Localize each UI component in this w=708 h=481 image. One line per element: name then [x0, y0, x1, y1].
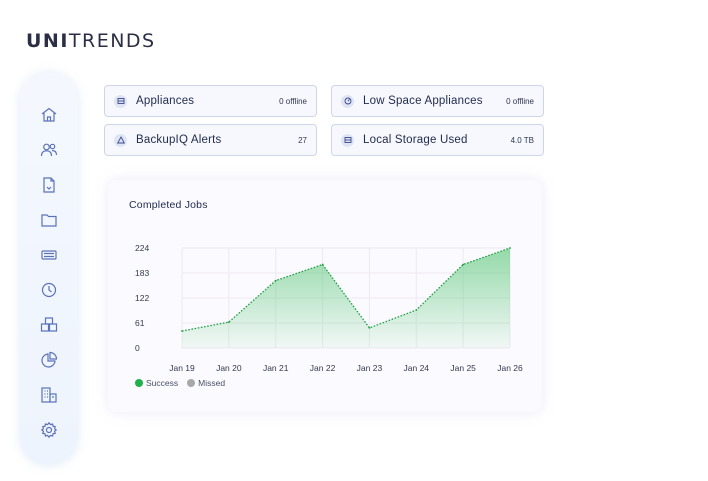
legend-missed[interactable]: Missed [187, 378, 225, 388]
sidebar-item-home[interactable] [37, 103, 61, 127]
sidebar-item-folders[interactable] [37, 208, 61, 232]
low-space-appliances-card[interactable]: Low Space Appliances 0 offline [331, 85, 544, 117]
local-storage-used-card[interactable]: Local Storage Used 4.0 TB [331, 124, 544, 156]
chart-legend: Success Missed [135, 378, 234, 388]
sidebar-item-schedule[interactable] [37, 278, 61, 302]
sidebar-item-appliances[interactable] [37, 243, 61, 267]
completed-jobs-chart: 224 183 122 61 0 Jan 19 Jan 20 Jan 21 Jan 22 Jan … [135, 243, 523, 373]
logo-rest-part: TRENDS [68, 30, 156, 52]
low-space-appliances-value: 0 offline [506, 96, 534, 106]
users-icon [40, 143, 58, 157]
legend-success-label: Success [146, 378, 179, 388]
chart-title: Completed Jobs [129, 199, 208, 211]
appliance-icon [41, 250, 57, 260]
legend-missed-label: Missed [198, 378, 226, 388]
legend-missed-dot [187, 379, 196, 387]
sidebar-item-inventory[interactable] [37, 313, 61, 337]
x-tick-label: Jan 24 [404, 363, 430, 373]
sidebar-item-users[interactable] [37, 138, 61, 162]
appliance-icon [114, 94, 127, 108]
appliances-value: 0 offline [279, 96, 307, 106]
y-tick-label: 224 [135, 243, 149, 253]
warning-icon [114, 133, 127, 147]
home-icon [41, 107, 57, 122]
local-storage-used-value: 4.0 TB [510, 135, 534, 145]
sidebar [20, 73, 78, 465]
success-point[interactable] [274, 279, 277, 282]
legend-success-dot [135, 379, 143, 387]
completed-jobs-panel: Completed Jobs 224 183 122 61 0 Jan 19 Jan 20 J… [108, 180, 542, 412]
y-tick-label: 61 [135, 318, 145, 328]
storage-icon [341, 133, 354, 147]
appliances-card[interactable]: Appliances 0 offline [104, 85, 317, 117]
x-tick-label: Jan 26 [497, 363, 523, 373]
success-area [182, 248, 510, 348]
success-line [181, 247, 511, 332]
boxes-icon [40, 317, 58, 332]
unitrends-logo[interactable]: UNITRENDS [26, 30, 156, 52]
building-icon [41, 387, 57, 403]
success-point[interactable] [181, 330, 183, 332]
x-tick-label: Jan 25 [450, 363, 476, 373]
success-point[interactable] [509, 247, 511, 249]
success-point[interactable] [462, 263, 465, 266]
success-point[interactable] [227, 321, 230, 324]
backupiq-alerts-label: BackupIQ Alerts [136, 134, 222, 146]
appliances-label: Appliances [136, 95, 195, 107]
y-tick-label: 183 [135, 268, 149, 278]
y-tick-label: 122 [135, 293, 149, 303]
success-point[interactable] [415, 309, 418, 311]
gauge-icon [341, 94, 354, 108]
logo-bold-part: UNI [26, 30, 69, 52]
sidebar-item-settings[interactable] [37, 418, 61, 442]
backupiq-alerts-card[interactable]: BackupIQ Alerts 27 [104, 124, 317, 156]
folder-icon [41, 214, 57, 227]
x-tick-label: Jan 20 [216, 363, 242, 373]
pie-chart-icon [41, 351, 58, 368]
clock-icon [41, 282, 57, 298]
x-tick-label: Jan 23 [357, 363, 383, 373]
success-point[interactable] [321, 263, 324, 266]
backupiq-alerts-value: 27 [298, 135, 307, 145]
sidebar-item-organization[interactable] [37, 383, 61, 407]
local-storage-used-label: Local Storage Used [363, 134, 468, 146]
sidebar-item-reports[interactable] [37, 348, 61, 372]
gear-icon [40, 421, 58, 439]
low-space-appliances-label: Low Space Appliances [363, 95, 483, 107]
y-tick-label: 0 [135, 343, 140, 353]
success-point[interactable] [368, 327, 371, 329]
x-tick-label: Jan 19 [169, 363, 195, 373]
sidebar-item-documents[interactable] [37, 173, 61, 197]
x-tick-label: Jan 21 [263, 363, 289, 373]
x-tick-label: Jan 22 [310, 363, 336, 373]
legend-success[interactable]: Success [135, 378, 178, 388]
document-icon [43, 177, 55, 193]
